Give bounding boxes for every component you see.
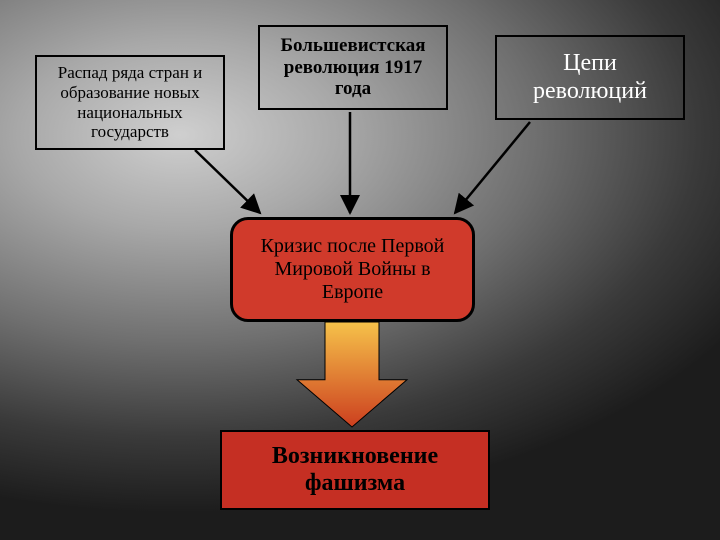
cause-box-bolshevik-revolution: Большевистская революция 1917 года xyxy=(258,25,448,110)
diagram-stage: Распад ряда стран и образование новых на… xyxy=(0,0,720,540)
cause-box-bolshevik-revolution-label: Большевистская революция 1917 года xyxy=(270,35,436,101)
crisis-box: Кризис после Первой Мировой Войны в Евро… xyxy=(230,217,475,322)
cause-box-revolution-chains: Цепи революций xyxy=(495,35,685,120)
crisis-box-label: Кризис после Первой Мировой Войны в Евро… xyxy=(251,235,454,304)
cause-box-state-breakup-label: Распад ряда стран и образование новых на… xyxy=(47,63,213,141)
result-box-fascism: Возникновение фашизма xyxy=(220,430,490,510)
cause-box-state-breakup: Распад ряда стран и образование новых на… xyxy=(35,55,225,150)
result-box-fascism-label: Возникновение фашизма xyxy=(234,443,476,497)
cause-box-revolution-chains-label: Цепи революций xyxy=(507,50,673,105)
